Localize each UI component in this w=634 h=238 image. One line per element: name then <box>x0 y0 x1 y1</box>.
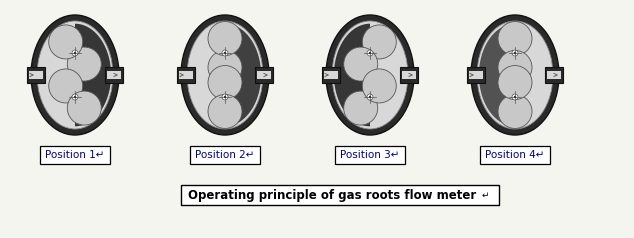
FancyBboxPatch shape <box>469 71 483 79</box>
Circle shape <box>367 94 373 100</box>
Ellipse shape <box>332 21 408 129</box>
Circle shape <box>367 50 373 56</box>
Ellipse shape <box>208 94 242 129</box>
FancyBboxPatch shape <box>322 67 340 83</box>
FancyBboxPatch shape <box>107 71 121 79</box>
FancyBboxPatch shape <box>29 71 43 79</box>
Text: Position 2↵: Position 2↵ <box>195 150 255 160</box>
Circle shape <box>72 94 78 100</box>
FancyBboxPatch shape <box>177 67 195 83</box>
Ellipse shape <box>49 69 82 103</box>
Polygon shape <box>479 26 515 124</box>
Circle shape <box>222 50 228 56</box>
Ellipse shape <box>477 21 553 129</box>
Circle shape <box>369 96 371 98</box>
FancyBboxPatch shape <box>467 67 485 83</box>
FancyBboxPatch shape <box>400 67 418 83</box>
Ellipse shape <box>498 22 532 55</box>
FancyBboxPatch shape <box>402 71 416 79</box>
Circle shape <box>224 52 226 54</box>
FancyBboxPatch shape <box>547 71 561 79</box>
Polygon shape <box>334 24 370 126</box>
FancyBboxPatch shape <box>181 185 499 205</box>
Ellipse shape <box>37 21 113 129</box>
Ellipse shape <box>498 65 532 99</box>
Text: Position 3↵: Position 3↵ <box>340 150 400 160</box>
Circle shape <box>512 50 518 56</box>
Ellipse shape <box>344 91 378 125</box>
Ellipse shape <box>208 65 242 99</box>
Ellipse shape <box>187 21 263 129</box>
Text: Position 1↵: Position 1↵ <box>45 150 105 160</box>
Circle shape <box>369 52 371 54</box>
FancyBboxPatch shape <box>324 71 338 79</box>
Circle shape <box>222 94 228 100</box>
Ellipse shape <box>498 94 532 129</box>
Ellipse shape <box>362 69 396 103</box>
Circle shape <box>72 50 78 56</box>
Ellipse shape <box>471 15 559 135</box>
FancyBboxPatch shape <box>545 67 563 83</box>
Ellipse shape <box>31 15 119 135</box>
Polygon shape <box>225 24 261 126</box>
FancyBboxPatch shape <box>480 146 550 164</box>
Ellipse shape <box>67 91 101 125</box>
Circle shape <box>514 96 516 98</box>
Ellipse shape <box>67 47 101 81</box>
Ellipse shape <box>326 15 414 135</box>
Ellipse shape <box>181 15 269 135</box>
FancyBboxPatch shape <box>179 71 193 79</box>
FancyBboxPatch shape <box>190 146 260 164</box>
Circle shape <box>74 52 76 54</box>
Polygon shape <box>75 24 111 126</box>
Circle shape <box>224 96 226 98</box>
Text: ↵: ↵ <box>481 190 489 199</box>
Ellipse shape <box>208 22 242 55</box>
FancyBboxPatch shape <box>40 146 110 164</box>
FancyBboxPatch shape <box>257 71 271 79</box>
Text: Operating principle of gas roots flow meter: Operating principle of gas roots flow me… <box>188 188 476 202</box>
Ellipse shape <box>344 47 378 81</box>
Circle shape <box>74 96 76 98</box>
Ellipse shape <box>49 25 82 59</box>
Ellipse shape <box>208 50 242 84</box>
FancyBboxPatch shape <box>255 67 273 83</box>
FancyBboxPatch shape <box>27 67 45 83</box>
Ellipse shape <box>498 50 532 84</box>
Ellipse shape <box>362 25 396 59</box>
FancyBboxPatch shape <box>105 67 123 83</box>
Text: Position 4↵: Position 4↵ <box>485 150 545 160</box>
Circle shape <box>514 52 516 54</box>
FancyBboxPatch shape <box>335 146 405 164</box>
Circle shape <box>512 94 518 100</box>
